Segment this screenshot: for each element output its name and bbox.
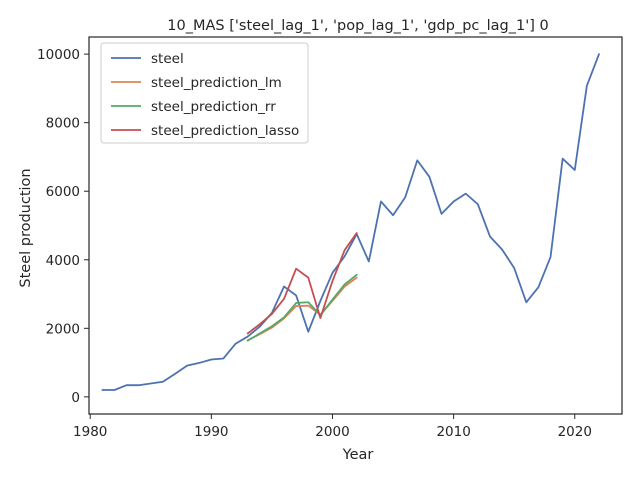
chart-title: 10_MAS ['steel_lag_1', 'pop_lag_1', 'gdp…	[167, 18, 548, 34]
x-axis-ticks: 1980 1990 2000 2010 2020	[73, 414, 592, 440]
y-axis-ticks: 0 2000 4000 6000 8000 10000	[37, 47, 89, 406]
x-tick-label: 2010	[436, 424, 470, 440]
series-line-steel	[101, 53, 600, 391]
series-line-steel-prediction-rr	[246, 273, 358, 342]
legend-frame	[100, 42, 309, 144]
y-tick-label: 6000	[46, 184, 80, 200]
legend-label: steel_prediction_lasso	[151, 123, 299, 139]
y-tick-label: 10000	[37, 47, 80, 63]
x-axis-label: Year	[342, 447, 374, 463]
legend-label: steel	[151, 51, 184, 67]
x-tick-label: 1980	[73, 424, 107, 440]
series-line-steel-prediction-lasso	[246, 232, 358, 335]
y-tick-label: 2000	[46, 321, 80, 337]
x-tick-label: 2020	[558, 424, 592, 440]
legend-label: steel_prediction_rr	[151, 99, 276, 115]
y-tick-label: 8000	[46, 116, 80, 132]
x-tick-label: 2000	[315, 424, 349, 440]
legend: steel steel_prediction_lm steel_prediction…	[100, 42, 309, 144]
plot-frame	[88, 36, 623, 415]
y-axis-label: Steel production	[18, 168, 34, 287]
y-tick-label: 4000	[46, 253, 80, 269]
plot-area	[88, 36, 623, 415]
legend-label: steel_prediction_lm	[151, 75, 282, 91]
y-tick-label: 0	[71, 390, 80, 406]
x-tick-label: 1990	[194, 424, 228, 440]
